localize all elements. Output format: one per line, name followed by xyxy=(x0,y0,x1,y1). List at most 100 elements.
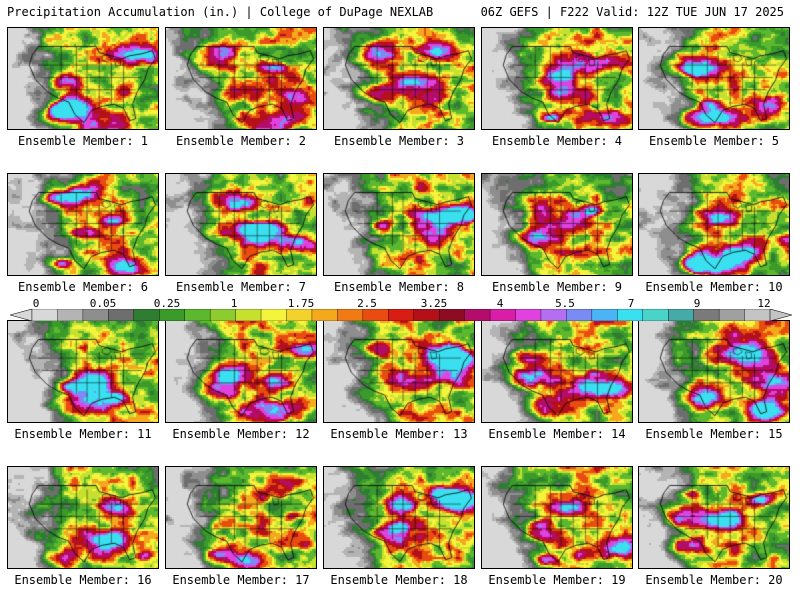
ensemble-member-map xyxy=(165,466,317,569)
colorbar-tick-label: 1 xyxy=(230,297,238,310)
colorbar-tick-label: 0.05 xyxy=(89,297,117,310)
ensemble-member-label: Ensemble Member: 9 xyxy=(491,280,623,294)
colorbar-tick-label: 5.5 xyxy=(555,297,575,310)
precip-map-image xyxy=(482,321,632,422)
precip-map-image xyxy=(166,467,316,568)
precip-map-image xyxy=(639,321,789,422)
colorbar-swatch xyxy=(566,309,593,321)
ensemble-member-label: Ensemble Member: 1 xyxy=(17,134,149,148)
colorbar-swatch xyxy=(260,309,287,321)
colorbar-max-arrow xyxy=(769,309,792,321)
colorbar-tick-label: 0 xyxy=(32,297,40,310)
colorbar-swatch xyxy=(642,309,669,321)
colorbar-swatch xyxy=(184,309,211,321)
colorbar-swatch xyxy=(235,309,262,321)
precip-map-image xyxy=(324,321,474,422)
colorbar-swatch xyxy=(337,309,364,321)
ensemble-member-label: Ensemble Member: 5 xyxy=(648,134,780,148)
colorbar-swatch xyxy=(744,309,771,321)
precip-map-image xyxy=(482,467,632,568)
precip-map-image xyxy=(324,174,474,275)
ensemble-member-label: Ensemble Member: 16 xyxy=(14,573,152,587)
ensemble-member-label: Ensemble Member: 4 xyxy=(491,134,623,148)
ensemble-member-map xyxy=(323,466,475,569)
colorbar-tick-label: 12 xyxy=(757,297,771,310)
precip-map-image xyxy=(8,28,158,129)
colorbar-min-arrow xyxy=(10,309,33,321)
precip-map-image xyxy=(324,28,474,129)
precip-map-image xyxy=(8,467,158,568)
ensemble-member-label: Ensemble Member: 18 xyxy=(330,573,468,587)
colorbar-swatch xyxy=(718,309,746,321)
precip-map-image xyxy=(166,28,316,129)
colorbar-tick-label: 4 xyxy=(496,297,504,310)
precip-map-image xyxy=(324,467,474,568)
ensemble-member-map xyxy=(481,466,633,569)
ensemble-member-label: Ensemble Member: 19 xyxy=(488,573,626,587)
colorbar-swatch xyxy=(438,309,466,321)
colorbar-swatch xyxy=(540,309,567,321)
colorbar-swatch xyxy=(108,309,135,321)
ensemble-member-label: Ensemble Member: 3 xyxy=(333,134,465,148)
colorbar xyxy=(10,309,792,321)
colorbar-swatch xyxy=(82,309,109,321)
colorbar-swatch xyxy=(693,309,720,321)
ensemble-member-map xyxy=(638,27,790,130)
precip-map-image xyxy=(482,174,632,275)
colorbar-swatch xyxy=(57,309,84,321)
colorbar-tick-label: 0.25 xyxy=(153,297,181,310)
ensemble-member-map xyxy=(481,173,633,276)
precip-map-image xyxy=(166,321,316,422)
ensemble-member-label: Ensemble Member: 8 xyxy=(333,280,465,294)
ensemble-member-map xyxy=(323,173,475,276)
colorbar-swatch xyxy=(388,309,415,321)
colorbar-swatch xyxy=(413,309,440,321)
precip-map-image xyxy=(166,174,316,275)
ensemble-member-map xyxy=(7,320,159,423)
precip-map-image xyxy=(8,174,158,275)
ensemble-member-map xyxy=(481,27,633,130)
precip-map-image xyxy=(639,174,789,275)
ensemble-member-map xyxy=(323,320,475,423)
precip-map-image xyxy=(639,467,789,568)
colorbar-swatch xyxy=(133,309,160,321)
colorbar-swatch xyxy=(668,309,695,321)
ensemble-member-map xyxy=(323,27,475,130)
colorbar-swatch xyxy=(464,309,491,321)
ensemble-member-map xyxy=(7,173,159,276)
ensemble-member-label: Ensemble Member: 7 xyxy=(175,280,307,294)
ensemble-member-label: Ensemble Member: 11 xyxy=(14,427,152,441)
colorbar-tick-label: 7 xyxy=(627,297,635,310)
ensemble-member-label: Ensemble Member: 6 xyxy=(17,280,149,294)
ensemble-member-map xyxy=(165,27,317,130)
colorbar-tick-label: 9 xyxy=(693,297,701,310)
ensemble-member-label: Ensemble Member: 13 xyxy=(330,427,468,441)
colorbar-swatch xyxy=(159,309,186,321)
colorbar-swatch xyxy=(617,309,644,321)
ensemble-member-map xyxy=(7,466,159,569)
colorbar-swatch xyxy=(31,309,58,321)
ensemble-member-label: Ensemble Member: 12 xyxy=(172,427,310,441)
colorbar-swatch xyxy=(286,309,313,321)
colorbar-tick-label: 3.25 xyxy=(420,297,448,310)
ensemble-member-label: Ensemble Member: 15 xyxy=(645,427,783,441)
colorbar-swatch xyxy=(311,309,338,321)
colorbar-swatch xyxy=(362,309,389,321)
precip-map-image xyxy=(8,321,158,422)
colorbar-swatch xyxy=(209,309,237,321)
ensemble-member-map xyxy=(638,466,790,569)
ensemble-member-label: Ensemble Member: 14 xyxy=(488,427,626,441)
precip-map-image xyxy=(639,28,789,129)
ensemble-member-label: Ensemble Member: 10 xyxy=(645,280,783,294)
ensemble-member-label: Ensemble Member: 2 xyxy=(175,134,307,148)
colorbar-swatch xyxy=(489,309,517,321)
colorbar-tick-label: 1.75 xyxy=(287,297,315,310)
ensemble-member-map xyxy=(165,320,317,423)
precip-map-image xyxy=(482,28,632,129)
model-run-info: 06Z GEFS | F222 Valid: 12Z TUE JUN 17 20… xyxy=(480,5,784,19)
colorbar-swatch xyxy=(515,309,542,321)
ensemble-member-map xyxy=(481,320,633,423)
ensemble-member-map xyxy=(7,27,159,130)
ensemble-member-map xyxy=(638,320,790,423)
ensemble-member-label: Ensemble Member: 17 xyxy=(172,573,310,587)
